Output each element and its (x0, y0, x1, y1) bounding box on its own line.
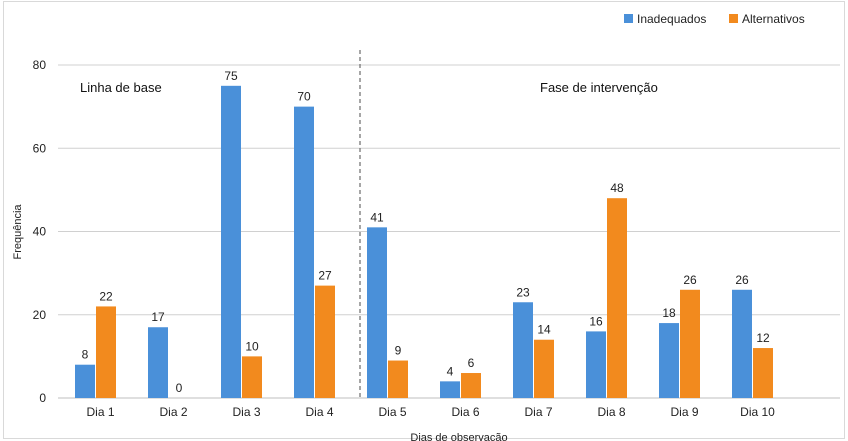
data-label: 9 (395, 344, 402, 358)
data-label: 0 (176, 381, 183, 395)
data-labels: 8 22 17 0 75 10 70 27 41 9 46 23 14 16 48 18 26 26 12 (82, 69, 770, 395)
bar-alternativos-dia-7 (534, 339, 554, 398)
bar-inadequados-dia-7 (513, 302, 533, 398)
bar-alternativos-dia-10 (753, 348, 773, 398)
bar-alternativos-dia-5 (388, 360, 408, 398)
x-tick-label: Dia 3 (232, 405, 260, 419)
data-label: 70 (297, 90, 311, 104)
data-label: 22 (99, 289, 113, 303)
bar-inadequados-dia-6 (440, 381, 460, 398)
x-tick-label: Dia 2 (159, 405, 187, 419)
bar-inadequados-dia-3 (221, 85, 241, 398)
x-tick-label: Dia 9 (670, 405, 698, 419)
bar-inadequados-dia-5 (367, 227, 387, 398)
y-tick-label: 40 (33, 225, 47, 239)
data-label: 4 (447, 364, 454, 378)
data-label: 17 (151, 310, 165, 324)
data-label: 12 (756, 331, 770, 345)
x-tick-label: Dia 10 (740, 405, 775, 419)
bar-inadequados-dia-1 (75, 364, 95, 398)
bar-alternativos-dia-8 (607, 198, 627, 398)
bar-inadequados-dia-2 (148, 327, 168, 398)
data-label: 27 (318, 269, 332, 283)
bar-inadequados-dia-9 (659, 323, 679, 398)
data-label: 14 (537, 323, 551, 337)
y-axis-title: Frequência (12, 204, 24, 260)
data-label: 75 (224, 69, 238, 83)
x-tick-label: Dia 8 (597, 405, 625, 419)
bars (75, 85, 773, 398)
bar-alternativos-dia-4 (315, 285, 335, 398)
legend: Inadequados Alternativos (624, 12, 805, 26)
x-axis-categories: Dia 1 Dia 2 Dia 3 Dia 4 Dia 5 Dia 6 Dia 7 Dia 8… (86, 405, 775, 419)
data-label: 26 (735, 273, 749, 287)
bar-alternativos-dia-6 (461, 373, 481, 398)
bar-alternativos-dia-9 (680, 289, 700, 398)
y-tick-label: 20 (33, 308, 47, 322)
data-label: 8 (82, 348, 89, 362)
legend-label-alternativos: Alternativos (742, 12, 805, 26)
legend-swatch-alternativos (729, 14, 738, 23)
x-tick-label: Dia 1 (86, 405, 114, 419)
y-tick-label: 80 (33, 58, 47, 72)
y-tick-label: 60 (33, 141, 47, 155)
y-tick-label: 0 (39, 391, 46, 405)
bar-inadequados-dia-10 (732, 289, 752, 398)
data-label: 10 (245, 339, 259, 353)
data-label: 23 (516, 285, 530, 299)
x-tick-label: Dia 4 (305, 405, 333, 419)
bar-alternativos-dia-1 (96, 306, 116, 398)
legend-label-inadequados: Inadequados (637, 12, 706, 26)
legend-swatch-inadequados (624, 14, 633, 23)
data-label: 26 (683, 273, 697, 287)
data-label: 6 (468, 356, 475, 370)
gridlines (58, 64, 840, 399)
x-tick-label: Dia 7 (524, 405, 552, 419)
data-label: 41 (370, 210, 384, 224)
phase-label-baseline: Linha de base (80, 80, 162, 95)
chart-frame (3, 1, 845, 439)
phase-label-intervention: Fase de intervenção (540, 80, 658, 95)
y-axis-ticks: 0 20 40 60 80 (33, 58, 47, 405)
data-label: 18 (662, 306, 676, 320)
data-label: 16 (589, 314, 603, 328)
x-tick-label: Dia 5 (378, 405, 406, 419)
data-label: 48 (610, 181, 624, 195)
x-tick-label: Dia 6 (451, 405, 479, 419)
bar-inadequados-dia-4 (294, 106, 314, 398)
x-axis-title: Dias de observação (410, 432, 507, 441)
bar-inadequados-dia-8 (586, 331, 606, 398)
bar-alternativos-dia-3 (242, 356, 262, 398)
